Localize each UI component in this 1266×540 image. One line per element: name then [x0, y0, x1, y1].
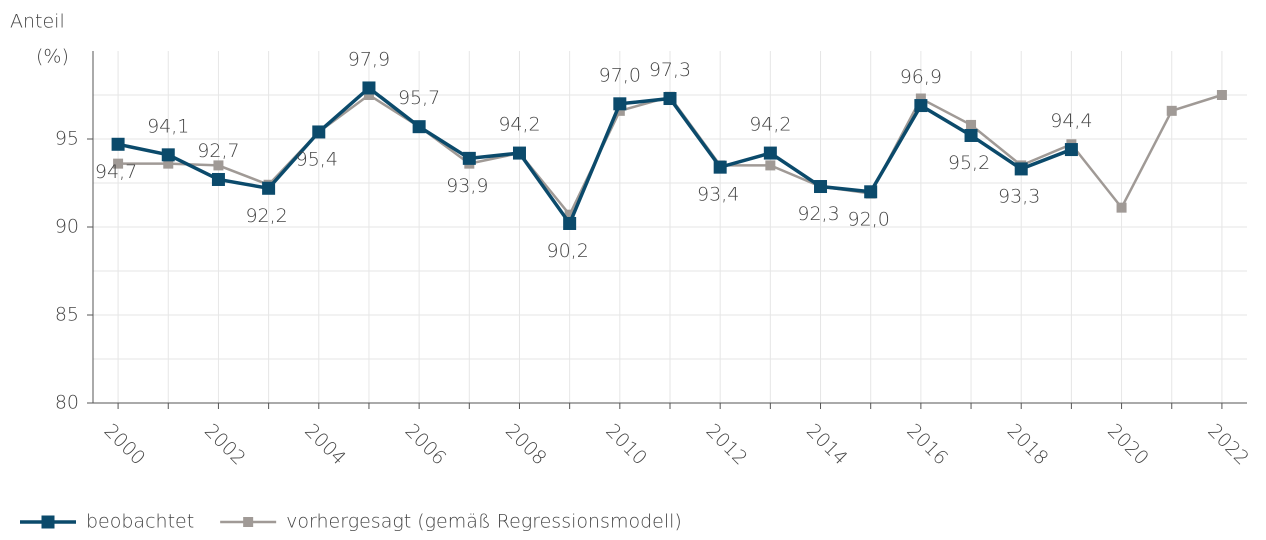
- data-label: 94,2: [498, 114, 540, 136]
- marker: [211, 172, 225, 186]
- marker: [564, 209, 575, 220]
- marker: [914, 99, 928, 113]
- marker: [1014, 162, 1028, 176]
- x-tick-label: 2018: [1003, 420, 1053, 470]
- data-label: 94,1: [147, 115, 189, 137]
- marker: [713, 160, 727, 174]
- data-label: 94,2: [749, 114, 791, 136]
- marker: [1064, 143, 1078, 157]
- marker: [1166, 105, 1177, 116]
- x-tick-label: 2016: [902, 420, 952, 470]
- marker: [163, 158, 174, 169]
- y-axis-label: Anteil: [10, 11, 65, 33]
- data-label: 93,3: [998, 185, 1040, 207]
- y-tick-label: 95: [55, 128, 79, 150]
- y-tick-label: 90: [55, 216, 79, 238]
- data-label: 95,4: [296, 148, 338, 170]
- marker: [1116, 202, 1127, 213]
- marker: [262, 181, 276, 195]
- legend-marker: [243, 517, 254, 527]
- data-label: 94,4: [1050, 110, 1092, 132]
- data-label: 92,7: [197, 140, 239, 162]
- legend-label: beobachtet: [86, 511, 194, 533]
- x-tick-label: 2010: [601, 420, 651, 470]
- x-tick-label: 2008: [501, 420, 551, 470]
- marker: [161, 148, 175, 162]
- marker: [864, 185, 878, 199]
- data-label: 97,3: [649, 59, 691, 81]
- marker: [412, 120, 426, 134]
- x-tick-label: 2020: [1103, 420, 1153, 470]
- marker: [111, 137, 125, 151]
- data-label: 95,7: [398, 87, 440, 109]
- data-label: 92,2: [245, 205, 287, 227]
- x-tick-label: 2022: [1203, 420, 1253, 470]
- marker: [915, 93, 926, 104]
- data-label: 92,0: [848, 208, 890, 230]
- y-tick-label: 80: [55, 392, 79, 414]
- data-label: 94,7: [95, 161, 137, 183]
- data-label: 97,0: [599, 64, 641, 86]
- data-label: 90,2: [546, 240, 588, 262]
- x-tick-label: 2012: [702, 420, 752, 470]
- marker: [512, 146, 526, 160]
- x-tick-label: 2006: [401, 420, 451, 470]
- data-label: 93,4: [697, 184, 739, 206]
- data-label: 92,3: [797, 203, 839, 225]
- x-tick-label: 2004: [300, 420, 350, 470]
- marker: [213, 160, 224, 171]
- y-axis-unit: (%): [36, 46, 69, 68]
- marker: [613, 97, 627, 111]
- marker: [1216, 90, 1227, 100]
- x-tick-label: 2014: [802, 420, 852, 470]
- marker: [312, 125, 326, 139]
- x-tick-label: 2000: [100, 420, 150, 470]
- data-label: 97,9: [348, 48, 390, 70]
- data-label: 95,2: [948, 152, 990, 174]
- marker: [763, 146, 777, 160]
- marker: [362, 81, 376, 95]
- legend-marker: [41, 515, 55, 529]
- marker: [964, 128, 978, 142]
- x-tick-label: 2002: [200, 420, 250, 470]
- legend-label: vorhergesagt (gemäß Regressionsmodell): [286, 511, 682, 533]
- y-tick-label: 85: [55, 304, 79, 326]
- marker: [614, 105, 625, 116]
- marker: [966, 119, 977, 130]
- marker: [563, 216, 577, 230]
- marker: [765, 160, 776, 171]
- data-label: 96,9: [900, 66, 942, 88]
- data-label: 93,9: [446, 175, 488, 197]
- marker: [363, 90, 374, 100]
- series-line: [117, 85, 1073, 228]
- marker: [814, 180, 828, 194]
- marker: [113, 158, 124, 169]
- marker: [663, 92, 677, 106]
- marker: [462, 151, 476, 165]
